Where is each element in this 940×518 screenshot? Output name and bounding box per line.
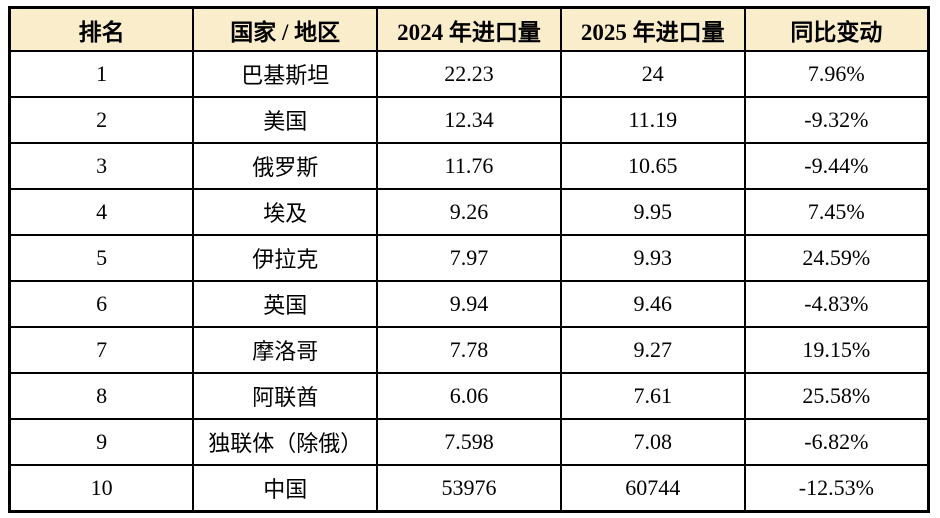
cell-y2025: 7.08 (559, 418, 746, 466)
cell-rank: 7 (8, 326, 195, 374)
cell-y2025: 9.46 (559, 280, 746, 328)
cell-rank: 4 (8, 188, 195, 236)
cell-y2025: 11.19 (559, 96, 746, 144)
cell-y2024: 6.06 (376, 372, 562, 420)
cell-country: 伊拉克 (192, 234, 379, 282)
cell-yoy: 7.45% (743, 188, 930, 236)
cell-y2024: 7.598 (376, 418, 562, 466)
cell-y2024: 7.78 (376, 326, 562, 374)
cell-country: 摩洛哥 (192, 326, 379, 374)
cell-y2025: 10.65 (559, 142, 746, 190)
cell-y2025: 9.27 (559, 326, 746, 374)
cell-y2025: 24 (559, 50, 746, 98)
table-row: 6 英国 9.94 9.46 -4.83% (8, 280, 930, 328)
cell-rank: 8 (8, 372, 195, 420)
table-row: 10 中国 53976 60744 -12.53% (8, 464, 930, 513)
import-ranking-table: 排名 国家 / 地区 2024 年进口量 2025 年进口量 同比变动 1 巴基斯坦 22.… (8, 6, 930, 513)
cell-y2024: 22.23 (376, 50, 562, 98)
cell-rank: 6 (8, 280, 195, 328)
cell-country: 俄罗斯 (192, 142, 379, 190)
column-header-y2025: 2025 年进口量 (559, 6, 746, 52)
table-row: 1 巴基斯坦 22.23 24 7.96% (8, 50, 930, 98)
cell-y2025: 60744 (559, 464, 746, 513)
cell-rank: 9 (8, 418, 195, 466)
cell-country: 阿联酋 (192, 372, 379, 420)
cell-country: 独联体（除俄） (192, 418, 379, 466)
cell-y2024: 12.34 (376, 96, 562, 144)
table-body: 1 巴基斯坦 22.23 24 7.96% 2 美国 12.34 11.19 -9.32% 3 俄罗斯… (8, 50, 930, 513)
cell-yoy: 19.15% (743, 326, 930, 374)
cell-y2024: 11.76 (376, 142, 562, 190)
cell-yoy: 7.96% (743, 50, 930, 98)
table-row: 8 阿联酋 6.06 7.61 25.58% (8, 372, 930, 420)
cell-y2025: 7.61 (559, 372, 746, 420)
column-header-rank: 排名 (8, 6, 195, 52)
table-row: 4 埃及 9.26 9.95 7.45% (8, 188, 930, 236)
cell-yoy: 24.59% (743, 234, 930, 282)
cell-y2024: 7.97 (376, 234, 562, 282)
cell-y2025: 9.93 (559, 234, 746, 282)
cell-country: 美国 (192, 96, 379, 144)
cell-y2024: 9.94 (376, 280, 562, 328)
cell-yoy: -6.82% (743, 418, 930, 466)
table-row: 3 俄罗斯 11.76 10.65 -9.44% (8, 142, 930, 190)
cell-rank: 2 (8, 96, 195, 144)
header-row: 排名 国家 / 地区 2024 年进口量 2025 年进口量 同比变动 (8, 6, 930, 52)
cell-yoy: 25.58% (743, 372, 930, 420)
cell-yoy: -9.44% (743, 142, 930, 190)
cell-country: 中国 (192, 464, 379, 513)
cell-y2025: 9.95 (559, 188, 746, 236)
cell-y2024: 9.26 (376, 188, 562, 236)
table-header: 排名 国家 / 地区 2024 年进口量 2025 年进口量 同比变动 (8, 6, 930, 52)
column-header-y2024: 2024 年进口量 (376, 6, 562, 52)
cell-rank: 5 (8, 234, 195, 282)
table-row: 7 摩洛哥 7.78 9.27 19.15% (8, 326, 930, 374)
cell-y2024: 53976 (376, 464, 562, 513)
table-row: 5 伊拉克 7.97 9.93 24.59% (8, 234, 930, 282)
cell-yoy: -12.53% (743, 464, 930, 513)
column-header-country: 国家 / 地区 (192, 6, 379, 52)
column-header-yoy: 同比变动 (743, 6, 930, 52)
table-row: 2 美国 12.34 11.19 -9.32% (8, 96, 930, 144)
cell-country: 巴基斯坦 (192, 50, 379, 98)
cell-rank: 10 (8, 464, 195, 513)
cell-rank: 1 (8, 50, 195, 98)
cell-yoy: -4.83% (743, 280, 930, 328)
table-row: 9 独联体（除俄） 7.598 7.08 -6.82% (8, 418, 930, 466)
cell-country: 埃及 (192, 188, 379, 236)
cell-yoy: -9.32% (743, 96, 930, 144)
cell-country: 英国 (192, 280, 379, 328)
cell-rank: 3 (8, 142, 195, 190)
